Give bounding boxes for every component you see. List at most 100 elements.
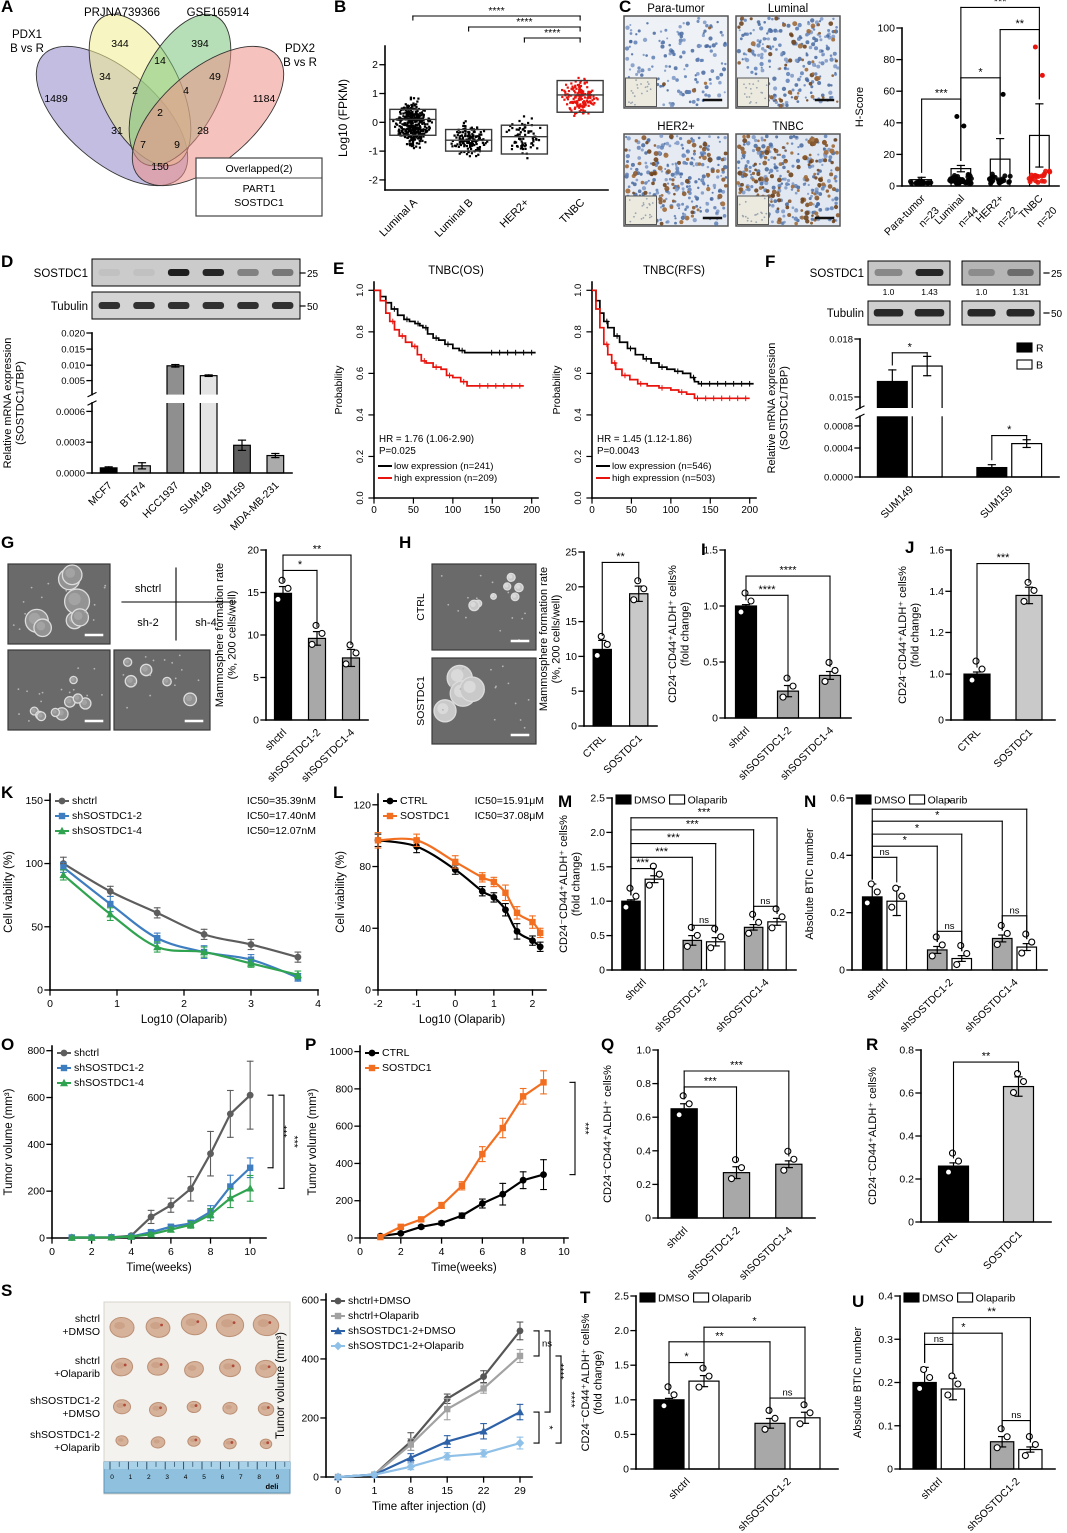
y-tick-label: 0 (908, 1217, 914, 1229)
cross-label: shctrl (135, 583, 161, 595)
legend-item: SOSTDC1 (234, 197, 284, 209)
panel-letter-r: R (866, 1035, 879, 1054)
series-shSOSTDC1-4 (67, 1174, 255, 1241)
bar-chart: 0 0.5 1.0 1.5 2.0 2.5 shctrl shSOSTDC1-2 DMSO Ola… (580, 1291, 839, 1533)
y-tick-label: 800 (27, 1045, 45, 1057)
ruler-number: 0 (110, 1474, 114, 1481)
y-tick-label: 0.6 (355, 367, 366, 380)
sig-label: *** (730, 1060, 744, 1072)
y-axis-label: (SOSTDC1/TBP) (779, 366, 791, 450)
y-axis-label: Log10 (FPKM) (336, 79, 350, 157)
sig-label: ** (987, 1306, 996, 1318)
y-tick-label: 0.0000 (56, 469, 85, 480)
y-tick-label: 0.3 (878, 1334, 893, 1346)
y-tick-label: 100 (877, 23, 895, 35)
jitter-plot: -2 -1 0 1 2 Luminal A Luminal B HER2+ TNBC **** **… (336, 5, 609, 240)
x-tick-label: 1 (114, 998, 120, 1010)
y-axis-label: CD24⁻CD44⁺ALDH⁺ cells% (897, 566, 909, 704)
legend-label: R (1036, 343, 1044, 355)
legend-label: shctrl (72, 795, 97, 807)
panel-l-canvas: 0 40 80 120 -2 -1 0 1 2 Log10 (Olaparib) CTRL IC50=… (335, 793, 547, 1026)
bar-chart: 0.0000 0.0003 0.0006 0.005 0.010 0.015 0.020 MC… (2, 329, 293, 533)
legend-label: SOSTDC1 (382, 1062, 432, 1074)
legend-label: shSOSTDC1-4 (72, 825, 142, 837)
y-tick-label: 0.2 (355, 450, 366, 463)
x-category-label: shSOSTDC1-4 (713, 977, 771, 1035)
y-axis-label: (%, 200 cells/well) (551, 595, 563, 684)
ruler-number: 9 (276, 1474, 280, 1481)
panel-i-canvas: 00.51.01.5shctrlshSOSTDC1-2shSOSTDC1-4**… (667, 545, 852, 783)
y-tick-label: 120 (353, 799, 371, 811)
y-tick-label: 1.6 (929, 545, 944, 557)
sig-label: **** (516, 16, 532, 28)
km-title: TNBC(OS) (428, 265, 484, 277)
sig-label: ** (313, 544, 322, 556)
x-category-label: Luminal A (377, 196, 420, 239)
y-axis-label: Relative mRNA expression (2, 338, 14, 469)
y-tick-label: 200 (301, 1412, 319, 1424)
sig-label: ns (542, 1338, 552, 1349)
y-tick-label: 800 (335, 1083, 353, 1095)
bar-chart: 0 0.2 0.4 0.6 shctrl shSOSTDC1-2 shSOSTDC1-4 DM… (804, 793, 1048, 1035)
x-tick-label: 8 (208, 1246, 214, 1258)
set-label: GSE165914 (187, 7, 250, 19)
legend-item: PART1 (243, 183, 276, 195)
hr-value: HR = 1.45 (1.12-1.86) (597, 434, 692, 445)
micro-label: CTRL (415, 593, 427, 621)
legend-label: CTRL (382, 1047, 410, 1059)
venn-count: 9 (174, 139, 180, 151)
legend-label: CTRL (400, 795, 428, 807)
panel-letter-t: T (580, 1288, 591, 1307)
band-quant: 1.43 (921, 287, 938, 297)
band-quant: 1.0 (976, 287, 988, 297)
ihc-title: HER2+ (657, 121, 695, 133)
hr-value: HR = 1.76 (1.06-2.90) (379, 434, 474, 445)
x-tick-label: 22 (478, 1485, 490, 1497)
panel-letter-p: P (305, 1035, 317, 1054)
y-tick-label: -2 (369, 174, 378, 186)
y-tick-label: 150 (25, 795, 43, 807)
blot-row-label: SOSTDC1 (34, 268, 88, 280)
y-axis-label: CD24⁻CD44⁺ALDH⁺ cells% (867, 1067, 879, 1205)
series-shSOSTDC1-2+DMSO (334, 1403, 524, 1481)
legend-label: shctrl+DMSO (348, 1295, 411, 1307)
y-tick-label: 1.0 (614, 1394, 629, 1406)
panel-u-canvas: 0 0.1 0.2 0.3 0.4 shctrl shSOSTDC1-2 DMSO Olapar… (852, 1291, 1056, 1533)
panel-letter-u: U (852, 1292, 865, 1311)
sig-label: ** (1015, 18, 1024, 30)
y-axis-label: CD24⁻CD44⁺ALDH⁺ cells% (580, 1313, 592, 1451)
bars (592, 585, 649, 727)
sig-label: ** (715, 1330, 724, 1342)
legend-label: shctrl (74, 1047, 99, 1059)
y-tick-label: 1.5 (703, 545, 718, 557)
sig-label: **** (488, 5, 504, 17)
panel-letter-i: I (701, 540, 706, 559)
x-tick-label: 3 (248, 998, 254, 1010)
y-tick-label: 0.5 (614, 1429, 629, 1441)
bar-chart: 0 0.5 1.0 1.5 2.0 2.5 shctrl shSOSTDC1-2 shSOSTD… (558, 793, 797, 1035)
panel-j-aldh: J 0 1.0 1.2 1.4 1.6 CTRL SOSTDC1 *** CD24⁻CD44⁺A… (895, 536, 1067, 784)
panel-m-aldh-drug: M 0 0.5 1.0 1.5 2.0 2.5 shctrl shSOSTDC1-2 shSOS… (556, 786, 802, 1038)
blot-row-label: Tubulin (827, 308, 864, 320)
sig-label: **** (565, 1391, 577, 1407)
panel-letter-f: F (765, 252, 776, 271)
y-tick-label: 0 (571, 721, 577, 733)
y-tick-label: 0.8 (573, 325, 584, 338)
x-tick-label: 50 (626, 505, 638, 516)
panel-c-ihc: C Para-tumor Luminal HER2+ TNBC 0 20 40 60 80 100… (618, 0, 1067, 252)
micro-label: SOSTDC1 (415, 676, 427, 726)
x-axis-label: Time(weeks) (126, 1262, 192, 1274)
sig-label: * (1007, 424, 1012, 436)
panel-t-aldh-drug: T 0 0.5 1.0 1.5 2.0 2.5 shctrl shSOSTDC1-2 DMSO O… (578, 1284, 850, 1533)
y-tick-label: 2.0 (614, 1325, 629, 1337)
y-tick-label: 0 (889, 181, 895, 193)
sig-label: *** (579, 1122, 591, 1134)
y-tick-label: 600 (27, 1092, 45, 1104)
y-tick-label: 2.0 (590, 827, 605, 839)
panel-letter-h: H (399, 533, 412, 552)
micrograph (431, 563, 537, 651)
legend-label: shSOSTDC1-4 (74, 1077, 144, 1089)
km-series (592, 289, 750, 402)
legend-label: shSOSTDC1-2+Olaparib (348, 1340, 464, 1352)
